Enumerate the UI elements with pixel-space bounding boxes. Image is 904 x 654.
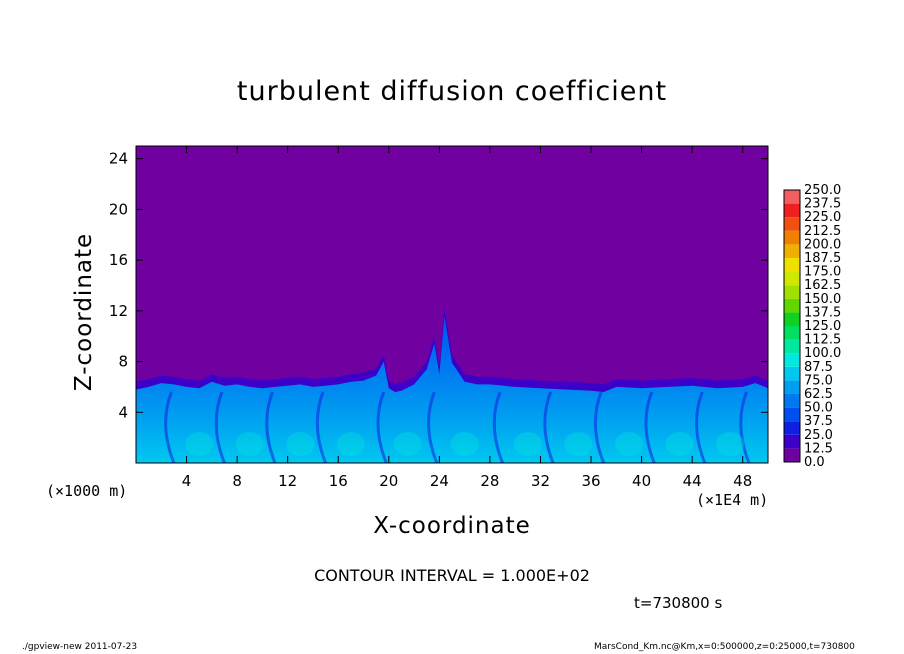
colorbar-swatch [784,448,800,462]
x-axis-unit-left: (×1000 m) [46,482,128,500]
x-tick-label: 36 [581,472,600,490]
contour-interval-note: CONTOUR INTERVAL = 1.000E+02 [314,566,590,585]
colorbar-swatch [784,285,800,299]
x-tick-label: 8 [232,472,242,490]
colorbar-swatch [784,380,800,394]
high-diffusion-cell [235,431,264,456]
x-tick-label: 4 [182,472,192,490]
colorbar-swatch [784,339,800,354]
y-tick-label: 4 [118,403,128,421]
colorbar: 0.012.525.037.550.062.575.087.5100.0112.… [783,183,841,470]
footer-right: MarsCond_Km.nc@Km,x=0:500000,z=0:25000,t… [594,642,855,652]
colorbar-label: 25.0 [804,428,833,443]
turbulent-streak [695,391,707,463]
boundary-layer-core [136,315,768,463]
colorbar-swatch [784,326,800,340]
turbulent-streak [265,391,277,463]
colorbar-swatch [784,353,800,367]
colorbar-label: 225.0 [804,210,841,225]
x-tick-label: 44 [683,472,702,490]
turbulent-streak [376,391,388,463]
plot-area [136,146,768,463]
turbulent-streak [593,391,606,463]
x-tick-label: 12 [278,472,297,490]
high-diffusion-cell [336,431,365,456]
colorbar-swatch [784,244,800,258]
high-diffusion-cell [564,431,593,456]
high-diffusion-cell [513,431,542,456]
x-axis-unit-right: (×1E4 m) [696,491,769,509]
colorbar-label: 212.5 [804,224,841,239]
colorbar-swatch [784,258,800,272]
y-tick-label: 16 [109,251,128,269]
colorbar-label: 250.0 [804,183,841,198]
x-tick-label: 16 [329,472,348,490]
colorbar-label: 237.5 [804,197,841,212]
turbulent-streak [492,391,504,463]
high-diffusion-cell [185,431,214,456]
turbulent-streak [427,391,439,463]
boundary-layer-group [136,308,768,463]
chart-title: turbulent diffusion coefficient [236,76,668,107]
x-tick-label: 48 [733,472,752,490]
colorbar-swatch [784,230,800,245]
footer-left: ./gpview-new 2011-07-23 [22,642,138,652]
high-diffusion-cell [286,431,315,456]
x-tick-label: 20 [379,472,398,490]
colorbar-label: 62.5 [804,387,833,402]
colorbar-label: 50.0 [804,401,833,416]
colorbar-label: 37.5 [804,414,833,429]
y-tick-label: 8 [118,353,128,371]
time-label: t=730800 s [634,594,723,612]
high-diffusion-cell [450,431,479,456]
colorbar-label: 175.0 [804,265,841,280]
colorbar-swatch [784,394,800,408]
y-tick-label: 20 [109,200,128,218]
turbulent-streak [644,391,656,463]
x-tick-label: 40 [632,472,651,490]
high-diffusion-cell [614,431,643,456]
colorbar-swatch [784,366,800,381]
colorbar-label: 137.5 [804,305,841,320]
colorbar-swatch [784,217,800,231]
colorbar-label: 162.5 [804,278,841,293]
colorbar-swatch [784,312,800,326]
turbulent-streak [315,391,327,463]
turbulent-streak [543,391,555,463]
colorbar-label: 75.0 [804,373,833,388]
colorbar-label: 87.5 [804,360,833,375]
turbulent-streak [214,391,226,463]
colorbar-label: 0.0 [804,455,825,470]
colorbar-swatch [784,434,800,449]
colorbar-frame [783,189,801,463]
x-tick-label: 28 [480,472,499,490]
y-tick-label: 24 [109,150,128,168]
colorbar-swatch [784,407,800,422]
colorbar-label: 100.0 [804,346,841,361]
colorbar-label: 125.0 [804,319,841,334]
colorbar-swatch [784,298,800,313]
turbulent-streak [164,391,176,463]
high-diffusion-cell [393,431,422,456]
colorbar-label: 112.5 [804,333,841,348]
colorbar-swatch [784,203,800,218]
high-diffusion-cell [665,431,694,456]
y-tick-label: 12 [109,302,128,320]
colorbar-label: 187.5 [804,251,841,266]
x-axis-label: X-coordinate [373,513,531,539]
colorbar-label: 12.5 [804,441,833,456]
x-tick-label: 24 [430,472,449,490]
plot-frame [135,145,769,464]
colorbar-swatch [784,421,800,435]
colorbar-label: 150.0 [804,292,841,307]
x-tick-label: 32 [531,472,550,490]
colorbar-swatch [784,271,800,286]
high-diffusion-cell [716,431,745,456]
turbulent-streak [739,391,751,463]
colorbar-swatch [784,190,800,204]
colorbar-label: 200.0 [804,237,841,252]
